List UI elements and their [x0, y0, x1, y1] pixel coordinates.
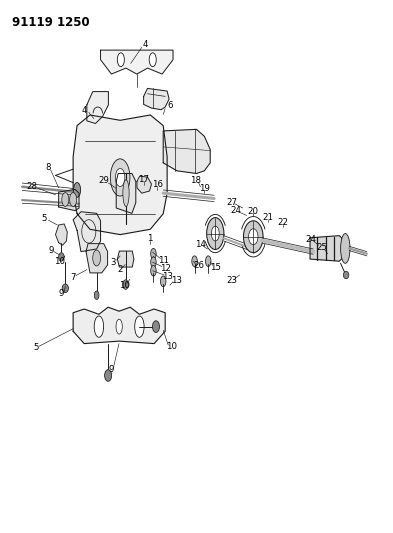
Text: 23: 23: [226, 276, 237, 285]
Text: 16: 16: [152, 180, 163, 189]
Text: 24: 24: [305, 235, 316, 244]
Text: 22: 22: [277, 219, 288, 228]
Polygon shape: [163, 130, 210, 173]
Text: 9: 9: [48, 246, 53, 255]
Ellipse shape: [59, 253, 64, 261]
Polygon shape: [73, 212, 101, 252]
Ellipse shape: [123, 280, 129, 289]
Text: 10: 10: [166, 342, 177, 351]
Ellipse shape: [192, 256, 197, 266]
Ellipse shape: [249, 229, 258, 245]
Text: 18: 18: [190, 176, 201, 185]
Ellipse shape: [149, 53, 156, 67]
Text: 20: 20: [248, 207, 259, 216]
Ellipse shape: [160, 276, 166, 287]
Text: 13: 13: [171, 276, 182, 285]
Text: 7: 7: [70, 273, 75, 281]
Text: 14: 14: [195, 240, 206, 249]
Text: 13: 13: [162, 272, 173, 281]
Ellipse shape: [94, 316, 104, 337]
Text: 1: 1: [147, 235, 152, 244]
Text: 2: 2: [117, 265, 123, 274]
Polygon shape: [143, 88, 169, 110]
Polygon shape: [101, 50, 173, 74]
Ellipse shape: [151, 248, 156, 259]
Ellipse shape: [123, 180, 129, 206]
Polygon shape: [55, 224, 67, 245]
Text: 17: 17: [138, 175, 149, 184]
Ellipse shape: [151, 257, 156, 268]
Ellipse shape: [110, 159, 130, 196]
Text: 4: 4: [82, 106, 87, 115]
Ellipse shape: [135, 316, 144, 337]
Polygon shape: [116, 173, 136, 213]
Ellipse shape: [62, 284, 68, 293]
Text: 21: 21: [262, 213, 273, 222]
Text: 91119 1250: 91119 1250: [13, 15, 90, 29]
Text: 24: 24: [230, 206, 241, 215]
Ellipse shape: [343, 271, 349, 279]
Text: 19: 19: [199, 184, 210, 193]
Ellipse shape: [152, 321, 160, 333]
Polygon shape: [59, 189, 79, 211]
Ellipse shape: [105, 369, 112, 381]
Polygon shape: [310, 236, 345, 261]
Text: 26: 26: [193, 262, 204, 270]
Text: 15: 15: [210, 263, 221, 271]
Text: 3: 3: [111, 258, 116, 266]
Polygon shape: [73, 307, 165, 344]
Text: 11: 11: [158, 256, 169, 264]
Ellipse shape: [151, 265, 156, 276]
Polygon shape: [118, 251, 134, 267]
Text: 8: 8: [45, 163, 50, 172]
Ellipse shape: [94, 291, 99, 300]
Text: 9: 9: [59, 288, 64, 297]
Ellipse shape: [73, 182, 81, 197]
Text: 9: 9: [108, 365, 114, 374]
Text: 10: 10: [54, 257, 65, 266]
Text: 29: 29: [99, 176, 110, 185]
Text: 10: 10: [119, 280, 130, 289]
Ellipse shape: [70, 192, 77, 206]
Polygon shape: [87, 92, 108, 124]
Ellipse shape: [206, 256, 211, 266]
Ellipse shape: [62, 192, 69, 206]
Text: 5: 5: [42, 214, 47, 223]
Ellipse shape: [93, 250, 101, 266]
Text: 6: 6: [167, 101, 173, 110]
Ellipse shape: [116, 168, 125, 187]
Ellipse shape: [341, 233, 350, 263]
Text: 25: 25: [316, 244, 327, 253]
Ellipse shape: [244, 221, 263, 253]
Polygon shape: [137, 176, 151, 193]
Ellipse shape: [118, 53, 124, 67]
Text: 5: 5: [33, 343, 39, 352]
Polygon shape: [73, 115, 167, 235]
Ellipse shape: [211, 226, 219, 241]
Ellipse shape: [207, 217, 224, 249]
Text: 27: 27: [226, 198, 237, 207]
Polygon shape: [86, 244, 108, 273]
Text: 4: 4: [143, 40, 148, 49]
Text: 12: 12: [160, 264, 171, 272]
Ellipse shape: [116, 319, 122, 334]
Text: 28: 28: [26, 182, 37, 191]
